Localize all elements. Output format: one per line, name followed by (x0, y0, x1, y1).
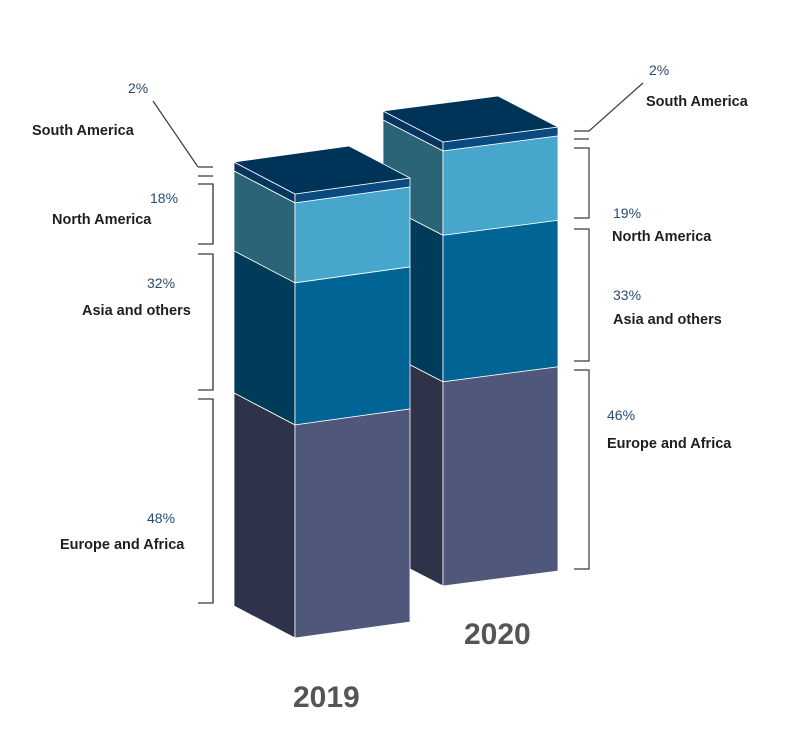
label-name-2019-south-america: South America (32, 123, 135, 139)
label-pct-2019-europe: 48% (147, 510, 175, 526)
bracket-2019-south-america (198, 166, 213, 177)
bar-top-cap-2019 (233, 145, 411, 195)
bar-front-2019-north-america (294, 186, 411, 284)
bar-top-cap-2020 (382, 95, 559, 143)
bracket-2020-asia (574, 228, 590, 362)
label-pct-2020-south-america: 2% (649, 62, 669, 78)
label-name-2019-asia: Asia and others (82, 303, 191, 319)
label-name-2020-south-america: South America (646, 94, 749, 110)
label-name-2020-asia: Asia and others (613, 312, 722, 328)
label-pct-2020-north-america: 19% (613, 205, 641, 221)
bracket-2019-asia (198, 253, 214, 391)
label-pct-2020-europe: 46% (607, 407, 635, 423)
bracket-2020-south-america (574, 130, 589, 140)
category-label-2020: 2020 (464, 618, 531, 651)
bar-front-2019-europe-and-africa (294, 408, 411, 639)
leader-2019-south-america (152, 100, 199, 168)
bracket-2020-europe (574, 369, 590, 570)
bar-front-2020-europe-and-africa (442, 366, 559, 587)
label-name-2019-north-america: North America (52, 212, 152, 228)
leader-2020-south-america (588, 82, 644, 132)
label-pct-2019-asia: 32% (147, 275, 175, 291)
label-name-2020-north-america: North America (612, 229, 712, 245)
bar-front-2020-north-america (442, 135, 559, 236)
category-label-2019: 2019 (293, 681, 360, 714)
label-pct-2020-asia: 33% (613, 287, 641, 303)
label-pct-2019-north-america: 18% (150, 190, 178, 206)
bar-front-2019-asia-and-others (294, 266, 411, 426)
label-name-2020-europe: Europe and Africa (607, 436, 732, 452)
label-name-2019-europe: Europe and Africa (60, 537, 185, 553)
bar-front-2020-asia-and-others (442, 219, 559, 383)
bracket-2019-north-america (198, 183, 214, 245)
annotations (152, 82, 644, 604)
bracket-2020-north-america (574, 147, 590, 219)
bracket-2019-europe (198, 398, 214, 604)
label-pct-2019-south-america: 2% (128, 80, 148, 96)
bar-side-2019-europe-and-africa (233, 392, 296, 639)
bar-group-2019 (233, 145, 411, 639)
